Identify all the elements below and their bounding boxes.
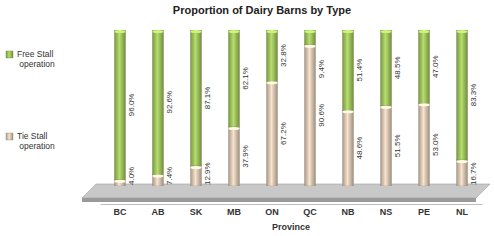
bar-cap bbox=[419, 103, 430, 106]
bar-segment bbox=[190, 166, 201, 186]
bar-segment bbox=[419, 103, 430, 186]
bar-cap bbox=[152, 30, 163, 33]
legend: Free Stall operation Tie Stall operation bbox=[6, 49, 55, 151]
x-tick-label: NL bbox=[456, 207, 468, 217]
title: Proportion of Dairy Barns by Type bbox=[173, 4, 351, 16]
bar-cap bbox=[305, 30, 316, 33]
data-label: 16.7% bbox=[469, 162, 478, 185]
bar-segment bbox=[266, 30, 277, 81]
bar-cap bbox=[381, 106, 392, 109]
bar-cap bbox=[305, 45, 316, 48]
bar-segment bbox=[152, 174, 163, 186]
bar-cap bbox=[457, 30, 468, 33]
bar-cap bbox=[266, 30, 277, 33]
x-tick: AB bbox=[151, 204, 164, 217]
legend-swatch bbox=[6, 51, 13, 58]
bar-cap bbox=[457, 160, 468, 163]
data-label: 9.4% bbox=[317, 60, 326, 78]
bar-cap bbox=[114, 30, 125, 33]
x-tick-label: BC bbox=[113, 207, 126, 217]
data-label: 37.9% bbox=[241, 145, 250, 168]
data-label: 53.0% bbox=[431, 133, 440, 156]
data-label: 32.8% bbox=[279, 44, 288, 67]
bar-cap bbox=[114, 180, 125, 183]
bar-cap bbox=[228, 127, 239, 130]
bar-cap bbox=[381, 30, 392, 33]
x-tick-label: ON bbox=[265, 207, 279, 217]
data-label: 4.0% bbox=[127, 167, 136, 185]
data-label: 87.1% bbox=[203, 87, 212, 110]
x-tick-label: SK bbox=[190, 207, 203, 217]
data-label: 90.6% bbox=[317, 104, 326, 127]
x-tick: ON bbox=[265, 204, 279, 217]
bar-segment bbox=[114, 30, 125, 180]
data-label: 48.6% bbox=[355, 137, 364, 160]
x-tick-label: PE bbox=[418, 207, 430, 217]
legend-swatch bbox=[6, 133, 13, 140]
bar-segment bbox=[266, 81, 277, 186]
x-tick: NB bbox=[342, 204, 355, 217]
data-label: 51.5% bbox=[393, 134, 402, 157]
data-label: 67.2% bbox=[279, 122, 288, 145]
bar-cap bbox=[228, 30, 239, 33]
chart: Proportion of Dairy Barns by Type 4.0% 7.4… bbox=[0, 0, 494, 236]
data-label: 62.1% bbox=[241, 67, 250, 90]
floor-edge bbox=[82, 198, 476, 202]
legend-label: Tie Stall operation bbox=[17, 131, 55, 151]
bar-cap bbox=[343, 30, 354, 33]
x-tick: NS bbox=[380, 204, 393, 217]
x-tick: MB bbox=[227, 204, 241, 217]
x-tick: SK bbox=[190, 204, 203, 217]
x-axis: BC AB SK MB ON QC NB NS PE NL bbox=[101, 204, 483, 217]
legend-label: Free Stall operation bbox=[17, 49, 55, 69]
data-label: 47.0% bbox=[431, 55, 440, 78]
x-tick-label: NB bbox=[342, 207, 355, 217]
bar-segment bbox=[419, 30, 430, 103]
bars bbox=[114, 30, 467, 186]
data-label: 96.0% bbox=[127, 94, 136, 117]
x-tick-label: AB bbox=[151, 207, 164, 217]
bar-segment bbox=[457, 30, 468, 160]
floor bbox=[82, 184, 490, 198]
x-tick-label: NS bbox=[380, 207, 393, 217]
data-label: 48.5% bbox=[393, 56, 402, 79]
data-label: 7.4% bbox=[165, 167, 174, 185]
bar-segment bbox=[228, 127, 239, 186]
bar-cap bbox=[190, 30, 201, 33]
bar-segment bbox=[152, 30, 163, 174]
bar-cap bbox=[419, 30, 430, 33]
bar-segment bbox=[190, 30, 201, 166]
x-tick: NL bbox=[456, 204, 468, 217]
bar-segment bbox=[381, 30, 392, 106]
bar-segment bbox=[305, 30, 316, 45]
data-label: 12.9% bbox=[203, 162, 212, 185]
bar-segment bbox=[343, 110, 354, 186]
bar-segment bbox=[228, 30, 239, 127]
x-tick: PE bbox=[418, 204, 430, 217]
x-tick-label: MB bbox=[227, 207, 241, 217]
x-tick: BC bbox=[113, 204, 126, 217]
bar-segment bbox=[381, 106, 392, 186]
bar-cap bbox=[152, 174, 163, 177]
bar-cap bbox=[343, 110, 354, 113]
data-label: 51.4% bbox=[355, 59, 364, 82]
x-tick-label: QC bbox=[303, 207, 317, 217]
bar-cap bbox=[266, 81, 277, 84]
data-label: 92.6% bbox=[165, 91, 174, 114]
data-label: 83.3% bbox=[469, 84, 478, 107]
bar-segment bbox=[114, 180, 125, 186]
x-axis-title: Province bbox=[272, 222, 310, 232]
x-tick: QC bbox=[303, 204, 317, 217]
bar-segment bbox=[305, 45, 316, 186]
x-axis-line bbox=[101, 204, 483, 205]
bar-segment bbox=[343, 30, 354, 110]
bar-segment bbox=[457, 160, 468, 186]
bar-cap bbox=[190, 166, 201, 169]
